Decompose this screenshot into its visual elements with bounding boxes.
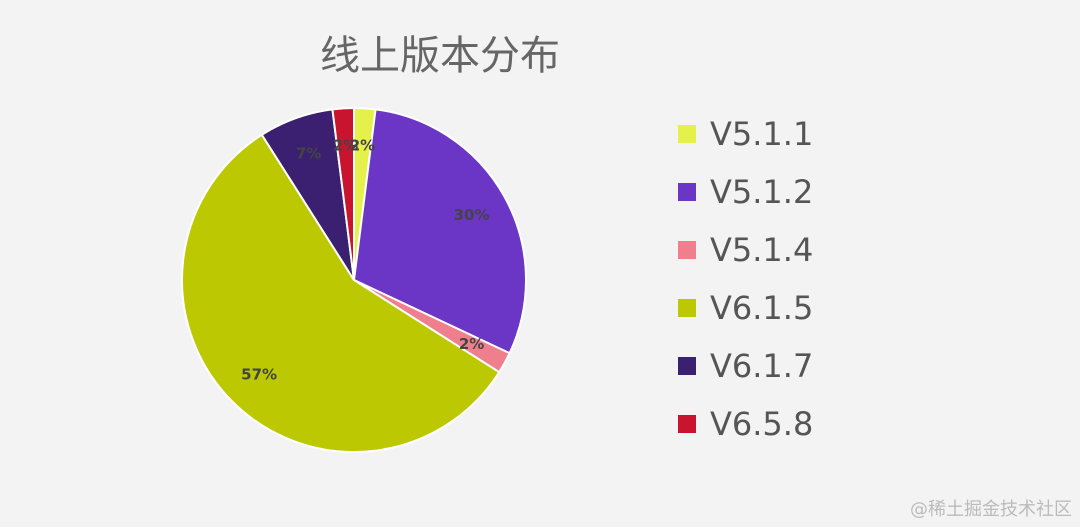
legend-label: V6.5.8 bbox=[710, 405, 813, 443]
slice-label: 2% bbox=[350, 137, 375, 155]
legend-swatch bbox=[678, 183, 696, 201]
legend-label: V5.1.2 bbox=[710, 173, 813, 211]
slice-label: 2% bbox=[333, 137, 358, 155]
legend-swatch bbox=[678, 299, 696, 317]
legend-swatch bbox=[678, 241, 696, 259]
legend-label: V5.1.4 bbox=[710, 231, 813, 269]
pie-slice bbox=[331, 106, 355, 281]
chart-title: 线上版本分布 bbox=[320, 33, 560, 79]
legend-swatch bbox=[678, 125, 696, 143]
legend-label: V5.1.1 bbox=[710, 115, 813, 153]
pie-slice bbox=[352, 108, 527, 355]
pie-slice bbox=[180, 133, 501, 454]
legend-swatch bbox=[678, 357, 696, 375]
legend-swatch bbox=[678, 415, 696, 433]
slice-label: 7% bbox=[296, 144, 321, 162]
watermark: @稀土掘金技术社区 bbox=[910, 499, 1072, 520]
slice-label: 30% bbox=[454, 206, 490, 224]
slice-label: 2% bbox=[459, 335, 484, 353]
slice-label: 57% bbox=[241, 365, 277, 383]
legend-label: V6.1.7 bbox=[710, 347, 813, 385]
legend-label: V6.1.5 bbox=[710, 289, 813, 327]
